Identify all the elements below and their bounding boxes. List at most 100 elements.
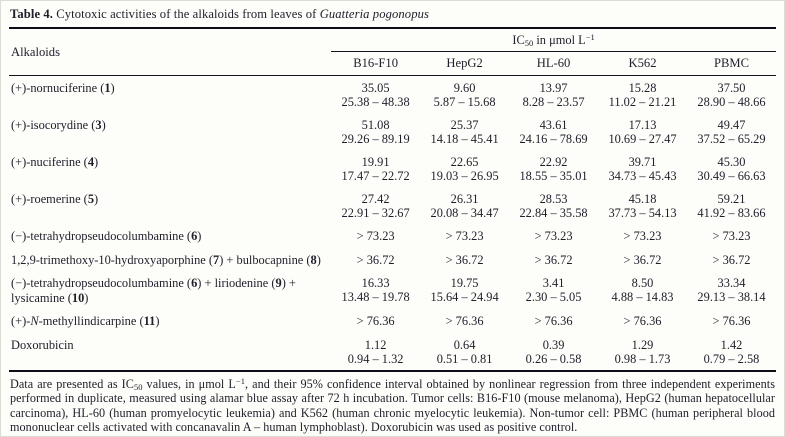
alkaloid-name: (−)-tetrahydropseudocolumbamine (6) — [11, 229, 202, 243]
confidence-interval: 14.18 – 45.41 — [430, 132, 499, 146]
confidence-interval: 0.79 – 2.58 — [703, 351, 760, 366]
ic50-cell: 0.64 0.51 – 0.81 — [420, 333, 509, 371]
cytotoxicity-table: Alkaloids IC50 in μmol L−1 B16-F10 HepG2… — [9, 27, 776, 372]
ic50-cell: 33.34 29.13 – 38.14 — [687, 271, 776, 309]
table-header: Alkaloids IC50 in μmol L−1 B16-F10 HepG2… — [9, 28, 776, 76]
ic50-cell: 45.18 37.73 – 54.13 — [598, 187, 687, 224]
ic50-cell: > 73.23 — [509, 224, 598, 248]
ic50-cell: 17.13 10.69 – 27.47 — [598, 113, 687, 150]
ic50-value: 1.29 — [631, 337, 654, 352]
ic50-cell: > 76.36 — [331, 309, 420, 333]
ic50-value: 27.42 — [361, 192, 390, 206]
ic50-cell: 13.97 8.28 – 23.57 — [509, 76, 598, 114]
ic50-cell: > 73.23 — [687, 224, 776, 248]
ic50-value: 22.92 — [539, 155, 568, 169]
ic50-cell: 39.71 34.73 – 45.43 — [598, 150, 687, 187]
confidence-interval: 0.94 – 1.32 — [347, 351, 404, 366]
ic50-value: 0.39 — [542, 337, 565, 352]
table-row: (−)-tetrahydropseudocolumbamine (6) > 73.… — [9, 224, 776, 248]
ic50-value: 13.97 — [539, 81, 568, 95]
ic50-value: > 73.23 — [445, 229, 484, 243]
ic50-cell: > 36.72 — [420, 248, 509, 272]
confidence-interval: 41.92 – 83.66 — [697, 206, 766, 220]
ic50-cell: 1.12 0.94 – 1.32 — [331, 333, 420, 371]
ic50-value: 37.50 — [717, 81, 746, 95]
table-body: (+)-nornuciferine (1) 35.05 25.38 – 48.38 9… — [9, 76, 776, 371]
ic50-value: 25.37 — [450, 118, 479, 132]
ic50-cell: > 73.23 — [598, 224, 687, 248]
column-header-pbmc: PBMC — [687, 51, 776, 76]
ic50-cell: 9.60 5.87 – 15.68 — [420, 76, 509, 114]
confidence-interval: 25.38 – 48.38 — [341, 95, 410, 109]
ic50-cell: 0.39 0.26 – 0.58 — [509, 333, 598, 371]
table-row: (+)-N-methyllindicarpine (11) > 76.36 > 76… — [9, 309, 776, 333]
confidence-interval: 5.87 – 15.68 — [433, 95, 496, 109]
ic50-value: 9.60 — [453, 81, 476, 95]
confidence-interval: 2.30 – 5.05 — [525, 290, 582, 304]
confidence-interval: 0.26 – 0.58 — [525, 351, 582, 366]
ic50-cell: 27.42 22.91 – 32.67 — [331, 187, 420, 224]
alkaloid-name: (+)-isocorydine (3) — [11, 118, 106, 132]
ic50-cell: > 76.36 — [509, 309, 598, 333]
table-row: (+)-nuciferine (4) 19.91 17.47 – 22.72 22.6… — [9, 150, 776, 187]
confidence-interval: 4.88 – 14.83 — [611, 290, 674, 304]
ic50-value: 16.33 — [361, 276, 390, 290]
ic50-value: > 76.36 — [356, 314, 395, 328]
confidence-interval: 30.49 – 66.63 — [697, 169, 766, 183]
confidence-interval: 29.13 – 38.14 — [697, 290, 766, 304]
ic50-cell: 1.42 0.79 – 2.58 — [687, 333, 776, 371]
ic50-value: > 36.72 — [534, 252, 573, 267]
confidence-interval: 34.73 – 45.43 — [608, 169, 677, 183]
ic50-value: 59.21 — [717, 192, 746, 206]
ic50-cell: 19.75 15.64 – 24.94 — [420, 271, 509, 309]
confidence-interval: 28.90 – 48.66 — [697, 95, 766, 109]
confidence-interval: 0.51 – 0.81 — [436, 351, 493, 366]
ic50-value: 3.41 — [542, 276, 565, 290]
ic50-cell: 22.65 19.03 – 26.95 — [420, 150, 509, 187]
ic50-value: 1.42 — [720, 337, 743, 352]
table-caption-text: Cytotoxic activities of the alkaloids fr… — [53, 7, 320, 21]
ic50-value: 26.31 — [450, 192, 479, 206]
ic50-cell: 59.21 41.92 – 83.66 — [687, 187, 776, 224]
ic50-value: 45.30 — [717, 155, 746, 169]
ic50-value: 49.47 — [717, 118, 746, 132]
ic50-value: > 73.23 — [534, 229, 573, 243]
ic50-cell: > 76.36 — [687, 309, 776, 333]
ic50-value: > 36.72 — [356, 252, 395, 267]
table-row: (+)-roemerine (5) 27.42 22.91 – 32.67 26.31… — [9, 187, 776, 224]
ic50-cell: > 36.72 — [598, 248, 687, 272]
alkaloid-name: (+)-roemerine (5) — [11, 192, 99, 206]
confidence-interval: 22.84 – 35.58 — [519, 206, 588, 220]
ic50-cell: 28.53 22.84 – 35.58 — [509, 187, 598, 224]
ic50-value: > 73.23 — [356, 229, 395, 243]
table-row: 1,2,9-trimethoxy-10-hydroxyaporphine (7)… — [9, 248, 776, 272]
alkaloid-name: (+)-N-methyllindicarpine (11) — [11, 314, 160, 328]
alkaloid-name: (+)-nornuciferine (1) — [11, 81, 115, 95]
confidence-interval: 13.48 – 19.78 — [341, 290, 410, 304]
ic50-value: > 73.23 — [623, 229, 662, 243]
confidence-interval: 37.52 – 65.29 — [697, 132, 766, 146]
ic50-value: 33.34 — [717, 276, 746, 290]
ic50-value: 19.75 — [450, 276, 479, 290]
ic50-cell: 51.08 29.26 – 89.19 — [331, 113, 420, 150]
confidence-interval: 22.91 – 32.67 — [341, 206, 410, 220]
ic50-cell: > 36.72 — [687, 248, 776, 272]
table-number-label: Table 4. — [10, 7, 54, 21]
column-header-hepg2: HepG2 — [420, 51, 510, 76]
ic50-cell: 26.31 20.08 – 34.47 — [420, 187, 509, 224]
confidence-interval: 15.64 – 24.94 — [430, 290, 499, 304]
confidence-interval: 0.98 – 1.73 — [614, 351, 671, 366]
ic50-value: > 76.36 — [623, 314, 662, 328]
table-row: (+)-isocorydine (3) 51.08 29.26 – 89.19 25.… — [9, 113, 776, 150]
ic50-cell: > 76.36 — [598, 309, 687, 333]
table-row: (−)-tetrahydropseudocolumbamine (6) + li… — [9, 271, 776, 309]
ic50-cell: 1.29 0.98 – 1.73 — [598, 333, 687, 371]
confidence-interval: 8.28 – 23.57 — [522, 95, 585, 109]
ic50-value: > 36.72 — [445, 252, 484, 267]
ic50-spanner-header: IC50 in μmol L−1 — [331, 28, 776, 52]
alkaloid-name: (−)-tetrahydropseudocolumbamine (6) + li… — [11, 276, 296, 305]
confidence-interval: 24.16 – 78.69 — [519, 132, 588, 146]
ic50-cell: > 73.23 — [331, 224, 420, 248]
table-row: (+)-nornuciferine (1) 35.05 25.38 – 48.38 9… — [9, 76, 776, 114]
confidence-interval: 29.26 – 89.19 — [341, 132, 410, 146]
